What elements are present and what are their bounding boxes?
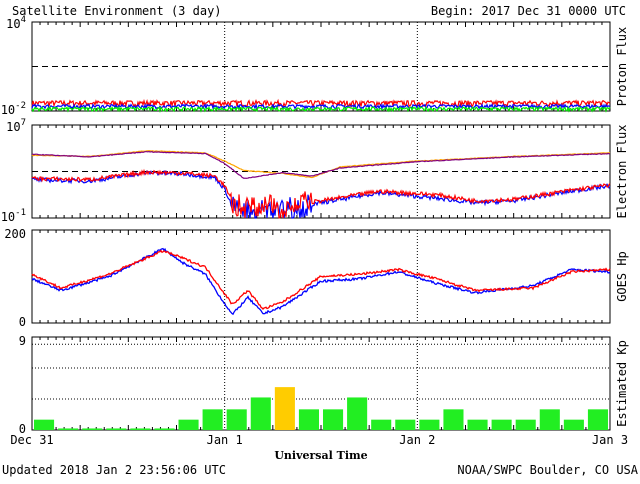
kp-bar — [467, 419, 488, 430]
proton-tick-top: 104 — [6, 15, 26, 31]
kp-bar — [82, 428, 103, 430]
kp-bar — [371, 419, 392, 430]
credit-text: NOAA/SWPC Boulder, CO USA — [457, 463, 638, 477]
kp-bar — [539, 409, 560, 430]
proton-tick-bottom-exp: -2 — [15, 101, 26, 111]
hp-tick-top: 200 — [4, 227, 26, 241]
y-axis-label-0: Proton Flux — [615, 27, 629, 106]
kp-bar — [515, 419, 536, 430]
kp-bar — [274, 387, 295, 430]
hp-tick-bottom: 0 — [19, 315, 26, 329]
x-tick-label: Jan 2 — [399, 433, 435, 447]
electron-series-1 — [32, 150, 610, 180]
kp-bar — [154, 428, 175, 430]
kp-bar — [298, 409, 319, 430]
electron-tick-bottom: 10-1 — [1, 208, 26, 224]
proton-series-1 — [31, 102, 611, 111]
kp-bar — [34, 419, 55, 430]
kp-bar — [347, 397, 368, 430]
plot-title: Satellite Environment (3 day) — [12, 4, 222, 18]
kp-bar — [587, 409, 608, 430]
hp-series-0 — [31, 247, 611, 316]
y-axis-label-1: Electron Flux — [615, 125, 629, 219]
kp-bar — [323, 409, 344, 430]
y-axis-label-3: Estimated Kp — [615, 340, 629, 427]
electron-tick-top: 107 — [6, 118, 26, 134]
kp-bar — [250, 397, 271, 430]
proton-tick-top-base: 10 — [6, 17, 20, 31]
electron-tick-bottom-base: 10 — [1, 210, 15, 224]
kp-bar — [491, 419, 512, 430]
x-tick-label: Dec 31 — [10, 433, 53, 447]
proton-tick-bottom: 10-2 — [1, 101, 26, 117]
kp-bar — [395, 419, 416, 430]
electron-series-2 — [31, 169, 611, 219]
kp-bar — [563, 419, 584, 430]
proton-tick-top-exp: 4 — [21, 15, 26, 25]
kp-bar — [130, 428, 151, 430]
x-axis-label: Universal Time — [274, 449, 367, 462]
panel-frame-3 — [31, 336, 611, 431]
proton-series-0 — [31, 98, 611, 109]
x-tick-label: Jan 3 — [592, 433, 628, 447]
kp-bar — [202, 409, 223, 430]
proton-series-2 — [31, 105, 611, 114]
kp-bar — [58, 428, 79, 430]
electron-tick-top-base: 10 — [6, 120, 20, 134]
updated-timestamp: Updated 2018 Jan 2 23:56:06 UTC — [2, 463, 226, 477]
electron-tick-top-exp: 7 — [21, 118, 26, 128]
electron-series-3 — [31, 168, 611, 219]
kp-tick-top: 9 — [19, 334, 26, 348]
x-tick-label: Jan 1 — [207, 433, 243, 447]
kp-bar — [226, 409, 247, 430]
kp-bar — [443, 409, 464, 430]
kp-bar — [106, 428, 127, 430]
kp-bar — [178, 419, 199, 430]
hp-series-1 — [31, 249, 611, 310]
kp-bar — [419, 419, 440, 430]
kp-tick-bottom: 0 — [19, 422, 26, 436]
begin-time: Begin: 2017 Dec 31 0000 UTC — [431, 4, 626, 18]
y-axis-label-2: GOES Hp — [615, 251, 629, 302]
electron-tick-bottom-exp: -1 — [15, 208, 26, 218]
proton-tick-bottom-base: 10 — [1, 103, 15, 117]
